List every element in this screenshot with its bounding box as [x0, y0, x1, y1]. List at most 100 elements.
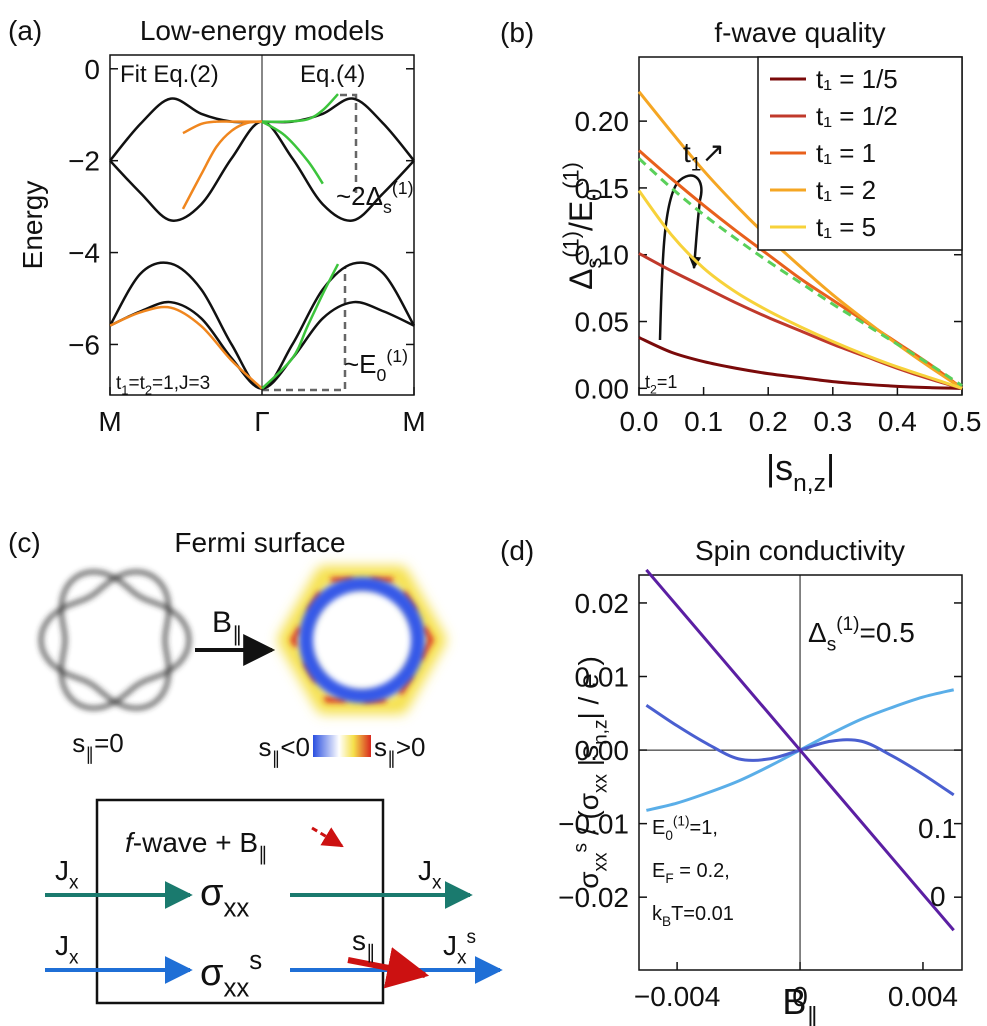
box-label: f-wave + B∥: [125, 827, 268, 865]
annotation-part: =t: [128, 373, 145, 394]
x-tick-label: 0.0: [620, 406, 659, 437]
box-label-part: f: [125, 827, 136, 858]
s-label-part: <0: [280, 732, 310, 762]
current-label: Jx: [418, 855, 442, 893]
current-label: Jx: [55, 855, 79, 893]
y-tick-label: 0.01: [575, 662, 630, 693]
box-label-part: -wave + B: [133, 827, 258, 858]
annotation-part: B: [662, 914, 671, 929]
series-label-part: Δ: [808, 617, 827, 648]
fermi-contour: [38, 569, 171, 711]
s-label-part: =0: [94, 728, 124, 758]
y-tick-label: 0: [84, 54, 100, 85]
current-label: Jx: [55, 930, 79, 968]
y-axis-label-part: xx: [590, 773, 611, 793]
annotation: t1=t2=1,J=3: [116, 373, 210, 398]
s-label: s∥=0: [72, 728, 124, 764]
colorbar: [313, 735, 371, 757]
current-label-part: x: [69, 872, 79, 893]
series-label: Eq.(4): [300, 61, 365, 88]
annotation-part: =1: [657, 372, 678, 392]
x-axis-label-part: |: [826, 447, 835, 488]
annotation-part: k: [652, 903, 663, 925]
element-label-part: xx: [223, 894, 249, 922]
field-label: B∥: [212, 606, 242, 646]
s-label-part: ∥: [387, 748, 396, 768]
x-tick-label: 0.5: [943, 406, 982, 437]
series-label: 0: [930, 881, 946, 912]
x-tick-label: −0.004: [634, 981, 720, 1012]
y-tick-label: 0.00: [575, 735, 630, 766]
annotation-part: E: [652, 860, 665, 882]
panel-label: (d): [500, 535, 534, 566]
y-axis-label-part: / (σ: [573, 793, 604, 843]
series-line: [261, 93, 339, 124]
series-line: [109, 300, 415, 390]
x-axis-label: B∥: [782, 981, 818, 1026]
fermi-contour: [59, 569, 192, 711]
annotation-part: F: [665, 871, 673, 886]
annotation-part: =1,J=3: [152, 373, 210, 394]
guide-line: [262, 268, 347, 392]
spin-label-part: ∥: [366, 942, 376, 963]
annotation: E0(1)=1,: [652, 814, 718, 843]
series-line: [109, 305, 263, 390]
y-axis-label-part: n,z: [590, 720, 611, 745]
annotation: ~E0(1): [344, 346, 408, 385]
x-tick-label: M: [98, 406, 121, 437]
current-label-part: J: [418, 855, 432, 886]
y-tick-label: 0.20: [575, 106, 630, 137]
chart-title: Spin conductivity: [695, 535, 905, 566]
y-tick-label: −0.02: [558, 882, 629, 913]
legend-label: t₁ = 1: [816, 138, 876, 168]
y-tick-label: 0.05: [575, 307, 630, 338]
x-axis-label-part: B: [782, 981, 806, 1022]
annotation: t1↗: [683, 137, 725, 175]
legend-label: t₁ = 1/2: [816, 101, 898, 131]
x-axis-label: |sn,z|: [766, 447, 835, 497]
x-axis-label-part: |s: [766, 447, 793, 488]
current-label-part: J: [55, 855, 69, 886]
field-label-part: B: [212, 606, 232, 639]
y-axis-label-part: | / e ): [573, 656, 604, 719]
series-label-part: s: [827, 634, 837, 655]
current-label-part: s: [467, 927, 477, 948]
diagram-title: Fermi surface: [174, 527, 345, 558]
series-line: [181, 120, 263, 210]
x-axis-label-part: ∥: [806, 1004, 818, 1026]
element-label-part: xx: [223, 974, 249, 1002]
x-tick-label: 0: [792, 981, 808, 1012]
y-axis-label-part: /E: [563, 201, 599, 231]
series-label: Δs(1)=0.5: [808, 614, 915, 655]
panel-label: (b): [500, 17, 534, 48]
series-line: [638, 252, 963, 390]
x-tick-label: Γ: [254, 406, 269, 437]
chart-title: f-wave quality: [714, 17, 885, 48]
annotation-part: E: [652, 817, 665, 839]
legend-label: t₁ = 1/5: [816, 64, 898, 94]
annotation-part: ~E: [344, 349, 377, 379]
y-axis-label: Energy: [17, 181, 48, 270]
series-label: 0.1: [918, 813, 957, 844]
series-line: [638, 336, 963, 390]
x-tick-label: 0.3: [813, 406, 852, 437]
field-label-part: ∥: [232, 624, 242, 646]
y-axis-label-part: s: [570, 843, 591, 853]
y-tick-label: 0.15: [575, 173, 630, 204]
current-label-part: J: [443, 930, 457, 961]
chart-title: Low-energy models: [140, 15, 384, 46]
spin-label: s∥: [352, 925, 376, 963]
annotation-part: t: [116, 373, 122, 394]
s-label-part: s: [374, 732, 387, 762]
y-axis-label-part: 0: [582, 189, 607, 201]
current-label-part: x: [432, 872, 442, 893]
annotation: ~2Δs(1): [336, 178, 413, 217]
series-label-part: (1): [836, 614, 859, 635]
element-label: σxx: [200, 872, 249, 922]
x-axis-label-part: n,z: [793, 470, 826, 497]
current-label-part: x: [457, 947, 467, 968]
annotation-part: =1,: [690, 817, 718, 839]
series-label-part: =0.5: [859, 617, 914, 648]
annotation-part: 0: [665, 828, 673, 843]
